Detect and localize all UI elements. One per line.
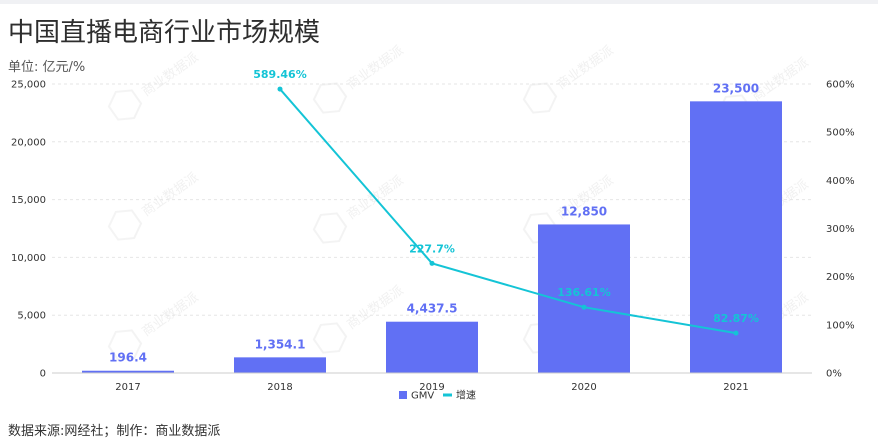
legend-item-growth: 增速 xyxy=(443,389,476,402)
y-right-tick-label: 100% xyxy=(826,320,855,331)
watermark: 商业数据派 xyxy=(312,173,406,244)
bar-value-label: 23,500 xyxy=(713,81,759,95)
x-tick-label: 2018 xyxy=(267,382,292,393)
growth-point xyxy=(429,260,435,266)
y-right-tick-label: 500% xyxy=(826,128,855,139)
x-tick-label: 2020 xyxy=(571,382,596,393)
axes: 0 5,000 10,000 15,000 20,000 25,000 0% 100% 200%… xyxy=(11,80,855,394)
legend-swatch-bar xyxy=(399,391,407,399)
legend-item-gmv: GMV xyxy=(399,391,434,402)
source-note: 数据来源:网经社；制作：商业数据派 xyxy=(8,424,221,439)
x-tick-label: 2017 xyxy=(115,382,140,393)
growth-value-label: 589.46% xyxy=(253,68,306,81)
bar xyxy=(82,370,174,373)
legend: GMV 增速 xyxy=(399,389,476,402)
bar-value-label: 12,850 xyxy=(561,204,607,218)
growth-value-label: 136.61% xyxy=(557,286,610,299)
growth-line xyxy=(279,88,737,335)
growth-line-layer xyxy=(277,86,739,336)
bar-value-label: 196.4 xyxy=(109,351,147,365)
y-left-tick-label: 15,000 xyxy=(11,195,46,206)
bar-value-label: 1,354.1 xyxy=(255,337,306,351)
y-left-tick-label: 0 xyxy=(40,369,46,380)
y-right-tick-label: 300% xyxy=(826,224,855,235)
y-left-tick-label: 20,000 xyxy=(11,137,46,148)
growth-point xyxy=(277,86,283,92)
watermark-text: 商业数据派 xyxy=(345,43,407,93)
x-tick-label: 2021 xyxy=(723,382,748,393)
watermark-text: 商业数据派 xyxy=(140,170,202,220)
watermark-text: 商业数据派 xyxy=(750,55,812,105)
x-tick-label: 2019 xyxy=(419,382,444,393)
bar xyxy=(386,321,478,373)
y-left-tick-label: 25,000 xyxy=(11,80,46,91)
legend-label: GMV xyxy=(411,391,434,402)
bar-value-label: 4,437.5 xyxy=(407,302,458,316)
watermark: 商业数据派 xyxy=(107,170,202,241)
y-right-tick-label: 400% xyxy=(826,176,855,187)
data-labels: 196.4 1,354.1 4,437.5 12,850 23,500 589.46% 22… xyxy=(109,68,759,365)
watermark-text: 商业数据派 xyxy=(140,50,202,100)
legend-label: 增速 xyxy=(456,389,476,402)
watermark-text: 商业数据派 xyxy=(555,43,617,93)
growth-point xyxy=(733,330,739,336)
growth-value-label: 227.7% xyxy=(409,242,455,255)
chart-title: 中国直播电商行业市场规模 xyxy=(8,18,321,48)
watermark: 商业数据派 xyxy=(312,43,407,114)
growth-value-label: 82.87% xyxy=(713,312,759,325)
bar xyxy=(234,357,326,373)
gridlines xyxy=(52,83,812,316)
top-strip xyxy=(0,0,878,4)
y-right-tick-label: 200% xyxy=(826,272,855,283)
growth-point xyxy=(581,304,587,310)
y-left-tick-label: 10,000 xyxy=(11,253,46,264)
watermark: 商业数据派 xyxy=(522,43,617,114)
y-right-tick-label: 0% xyxy=(826,369,842,380)
unit-label: 单位: 亿元/% xyxy=(8,60,86,75)
y-left-tick-label: 5,000 xyxy=(17,311,46,322)
y-right-tick-label: 600% xyxy=(826,80,855,91)
